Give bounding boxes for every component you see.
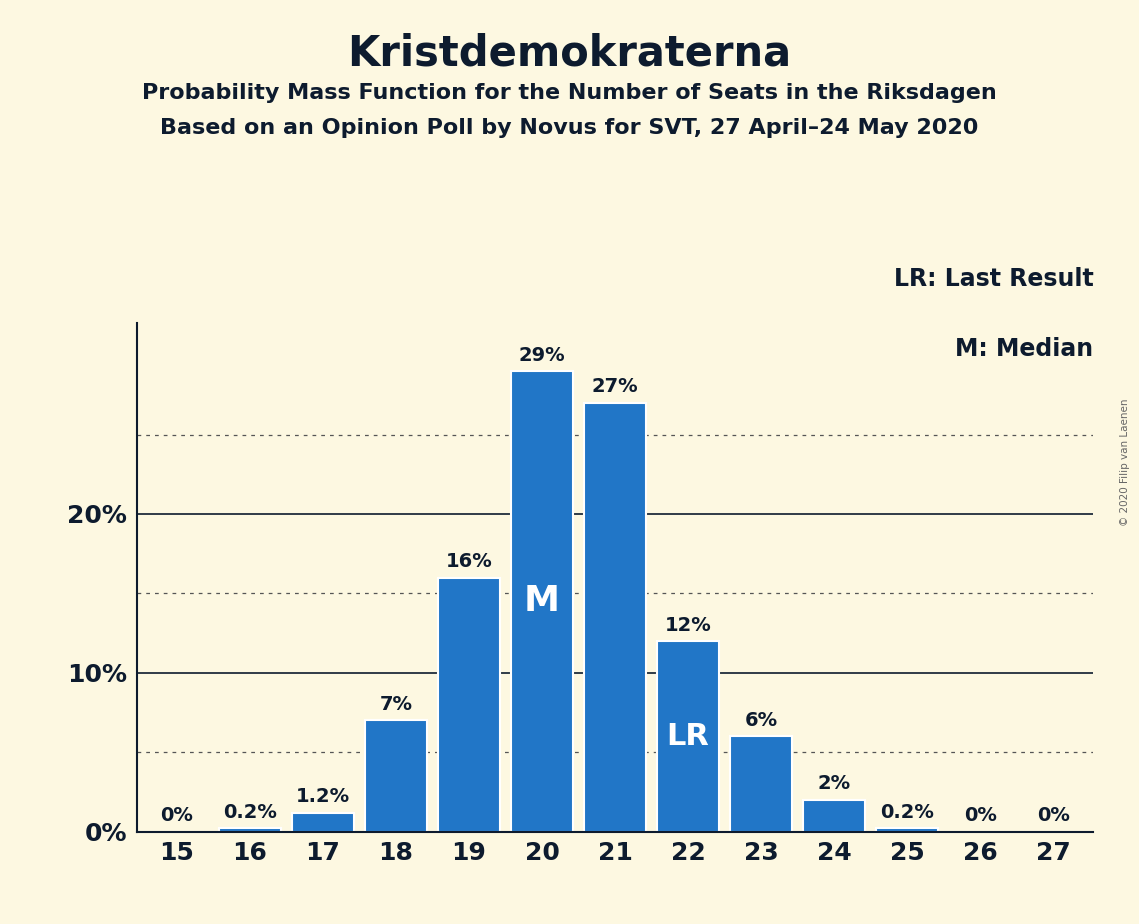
Text: M: Median: M: Median	[956, 337, 1093, 361]
Bar	[511, 371, 573, 832]
Text: Kristdemokraterna: Kristdemokraterna	[347, 32, 792, 74]
Text: 6%: 6%	[745, 711, 778, 730]
Bar	[730, 736, 792, 832]
Text: 27%: 27%	[592, 377, 638, 396]
Bar	[364, 721, 427, 832]
Bar	[439, 578, 500, 832]
Bar	[657, 641, 719, 832]
Text: 29%: 29%	[518, 346, 565, 365]
Text: 0.2%: 0.2%	[223, 803, 277, 822]
Bar	[584, 403, 646, 832]
Text: 0%: 0%	[1036, 807, 1070, 825]
Text: M: M	[524, 584, 560, 618]
Bar	[803, 800, 866, 832]
Bar	[292, 812, 354, 832]
Text: 2%: 2%	[818, 774, 851, 794]
Text: 12%: 12%	[665, 615, 712, 635]
Text: LR: LR	[666, 722, 710, 751]
Bar	[876, 829, 939, 832]
Text: 1.2%: 1.2%	[296, 787, 350, 806]
Text: Based on an Opinion Poll by Novus for SVT, 27 April–24 May 2020: Based on an Opinion Poll by Novus for SV…	[161, 118, 978, 139]
Text: 7%: 7%	[379, 695, 412, 714]
Text: 0.2%: 0.2%	[880, 803, 934, 822]
Text: 16%: 16%	[445, 553, 492, 571]
Text: Probability Mass Function for the Number of Seats in the Riksdagen: Probability Mass Function for the Number…	[142, 83, 997, 103]
Bar	[219, 829, 281, 832]
Text: 0%: 0%	[161, 807, 194, 825]
Text: © 2020 Filip van Laenen: © 2020 Filip van Laenen	[1121, 398, 1130, 526]
Text: 0%: 0%	[964, 807, 997, 825]
Text: LR: Last Result: LR: Last Result	[894, 267, 1093, 291]
